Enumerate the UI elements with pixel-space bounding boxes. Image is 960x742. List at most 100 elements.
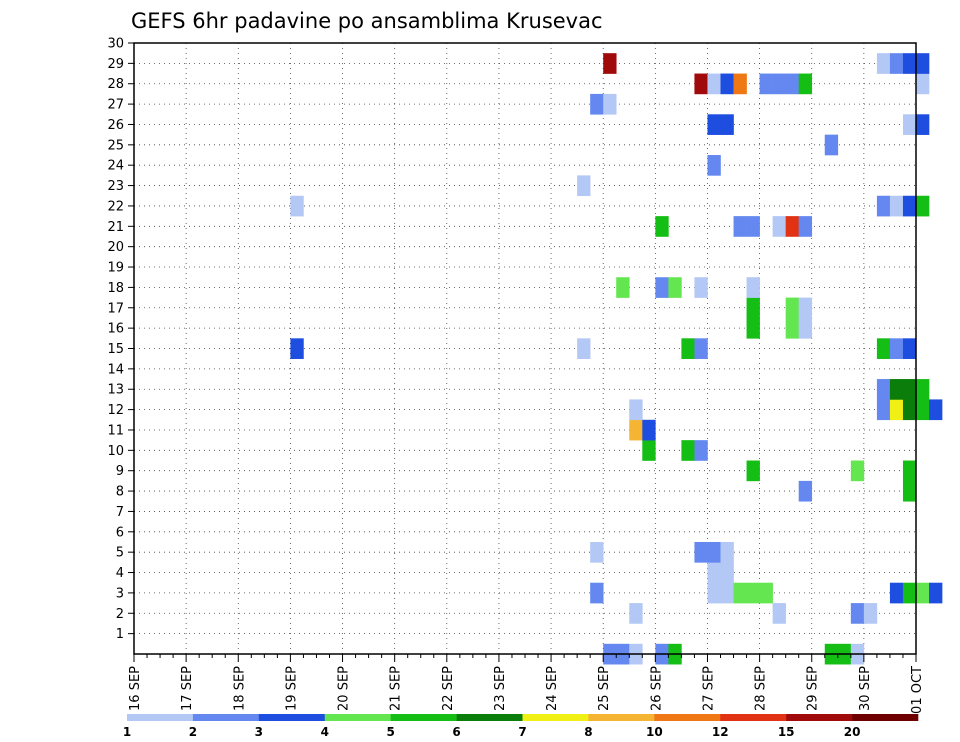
colorbar-label: 4 — [321, 725, 329, 739]
colorbar-label: 20 — [844, 725, 861, 739]
heatmap-cell — [759, 73, 773, 95]
heatmap-cell — [707, 562, 721, 584]
heatmap-cell — [720, 541, 734, 563]
heatmap-cell — [902, 460, 917, 482]
colorbar-swatch — [588, 714, 655, 721]
heatmap-cell — [746, 297, 760, 319]
heatmap-cells — [290, 53, 943, 665]
x-tick-label: 20 SEP — [337, 666, 352, 711]
x-axis-ticks: 16 SEP 17 SEP 18 SEP 19 SEP 20 SEP 21 SEP 22 S… — [128, 654, 925, 714]
colorbar-swatch — [786, 714, 853, 721]
heatmap-cell — [616, 277, 630, 298]
x-tick-label: 30 SEP — [858, 666, 873, 711]
y-tick-label: 11 — [107, 423, 124, 438]
heatmap-cell — [655, 277, 669, 298]
heatmap-cell — [720, 73, 734, 95]
heatmap-cell — [733, 73, 747, 95]
heatmap-cell — [876, 195, 891, 217]
heatmap-cell — [746, 216, 760, 237]
colorbar-swatch — [852, 714, 919, 721]
colorbar-label: 8 — [584, 725, 592, 739]
colorbar-label: 10 — [646, 725, 663, 739]
heatmap-cell — [746, 277, 760, 298]
heatmap-cell — [746, 582, 760, 604]
heatmap-cell — [876, 399, 891, 421]
y-tick-label: 12 — [107, 403, 124, 418]
heatmap-cell — [902, 399, 917, 421]
x-tick-label: 17 SEP — [180, 666, 195, 711]
heatmap-cell — [694, 338, 708, 359]
colorbar-swatch — [127, 714, 194, 721]
colorbar-label: 15 — [778, 725, 795, 739]
colorbar-swatch — [720, 714, 787, 721]
colorbar-label: 6 — [452, 725, 460, 739]
colorbar-label: 1 — [123, 725, 131, 739]
heatmap-cell — [889, 338, 904, 359]
heatmap-cell — [902, 480, 917, 502]
heatmap-cell — [916, 73, 930, 95]
grid-lines — [134, 42, 916, 654]
heatmap-cell — [290, 195, 304, 217]
y-tick-label: 26 — [107, 118, 124, 133]
heatmap-cell — [785, 297, 799, 319]
heatmap-cell — [785, 73, 799, 95]
heatmap-cell — [720, 114, 734, 135]
y-tick-label: 16 — [107, 322, 124, 337]
heatmap-cell — [603, 53, 617, 74]
heatmap-cell — [746, 460, 760, 482]
heatmap-cell — [629, 399, 643, 421]
y-tick-label: 17 — [107, 301, 124, 316]
heatmap-cell — [577, 338, 591, 359]
x-tick-label: 28 SEP — [754, 666, 769, 711]
colorbar-swatch — [456, 714, 523, 721]
heatmap-cell — [603, 93, 617, 115]
heatmap-cell — [798, 216, 813, 237]
heatmap-cell — [889, 195, 904, 217]
y-tick-label: 20 — [107, 240, 124, 255]
heatmap-cell — [902, 195, 917, 217]
heatmap-cell — [590, 541, 604, 563]
heatmap-cell — [577, 175, 591, 197]
heatmap-cell — [876, 379, 891, 400]
heatmap-cell — [824, 134, 839, 156]
heatmap-cell — [889, 582, 904, 604]
x-tick-label: 18 SEP — [232, 666, 247, 711]
colorbar-label: 5 — [386, 725, 394, 739]
y-tick-label: 8 — [116, 485, 124, 500]
x-tick-label: 19 SEP — [284, 666, 299, 711]
heatmap-cell — [902, 53, 917, 74]
heatmap-cell — [707, 155, 721, 176]
y-tick-label: 18 — [107, 281, 124, 296]
y-tick-label: 25 — [107, 138, 124, 153]
heatmap-cell — [876, 338, 891, 359]
heatmap-cell — [642, 440, 656, 461]
heatmap-cell — [629, 603, 643, 624]
heatmap-cell — [759, 582, 773, 604]
heatmap-cell — [916, 399, 930, 421]
y-tick-label: 9 — [116, 464, 124, 479]
heatmap-cell — [772, 603, 786, 624]
y-tick-label: 10 — [107, 444, 124, 459]
heatmap-cell — [902, 114, 917, 135]
heatmap-cell — [785, 317, 799, 339]
heatmap-cell — [694, 541, 708, 563]
heatmap-cell — [798, 73, 813, 95]
y-tick-label: 19 — [107, 261, 124, 276]
heatmap-cell — [850, 460, 865, 482]
y-tick-label: 22 — [107, 199, 124, 214]
heatmap-cell — [590, 93, 604, 115]
y-tick-label: 15 — [107, 342, 124, 357]
heatmap-cell — [916, 53, 930, 74]
x-tick-label: 24 SEP — [545, 666, 560, 711]
heatmap-cell — [902, 338, 917, 359]
heatmap-cell — [681, 440, 695, 461]
heatmap-cell — [707, 541, 721, 563]
heatmap-cell — [916, 582, 930, 604]
colorbar-swatch — [522, 714, 589, 721]
heatmap-cell — [902, 379, 917, 400]
x-tick-label: 26 SEP — [649, 666, 664, 711]
heatmap-cell — [707, 114, 721, 135]
x-tick-label: 01 OCT — [910, 666, 925, 714]
colorbar-swatch — [192, 714, 260, 721]
